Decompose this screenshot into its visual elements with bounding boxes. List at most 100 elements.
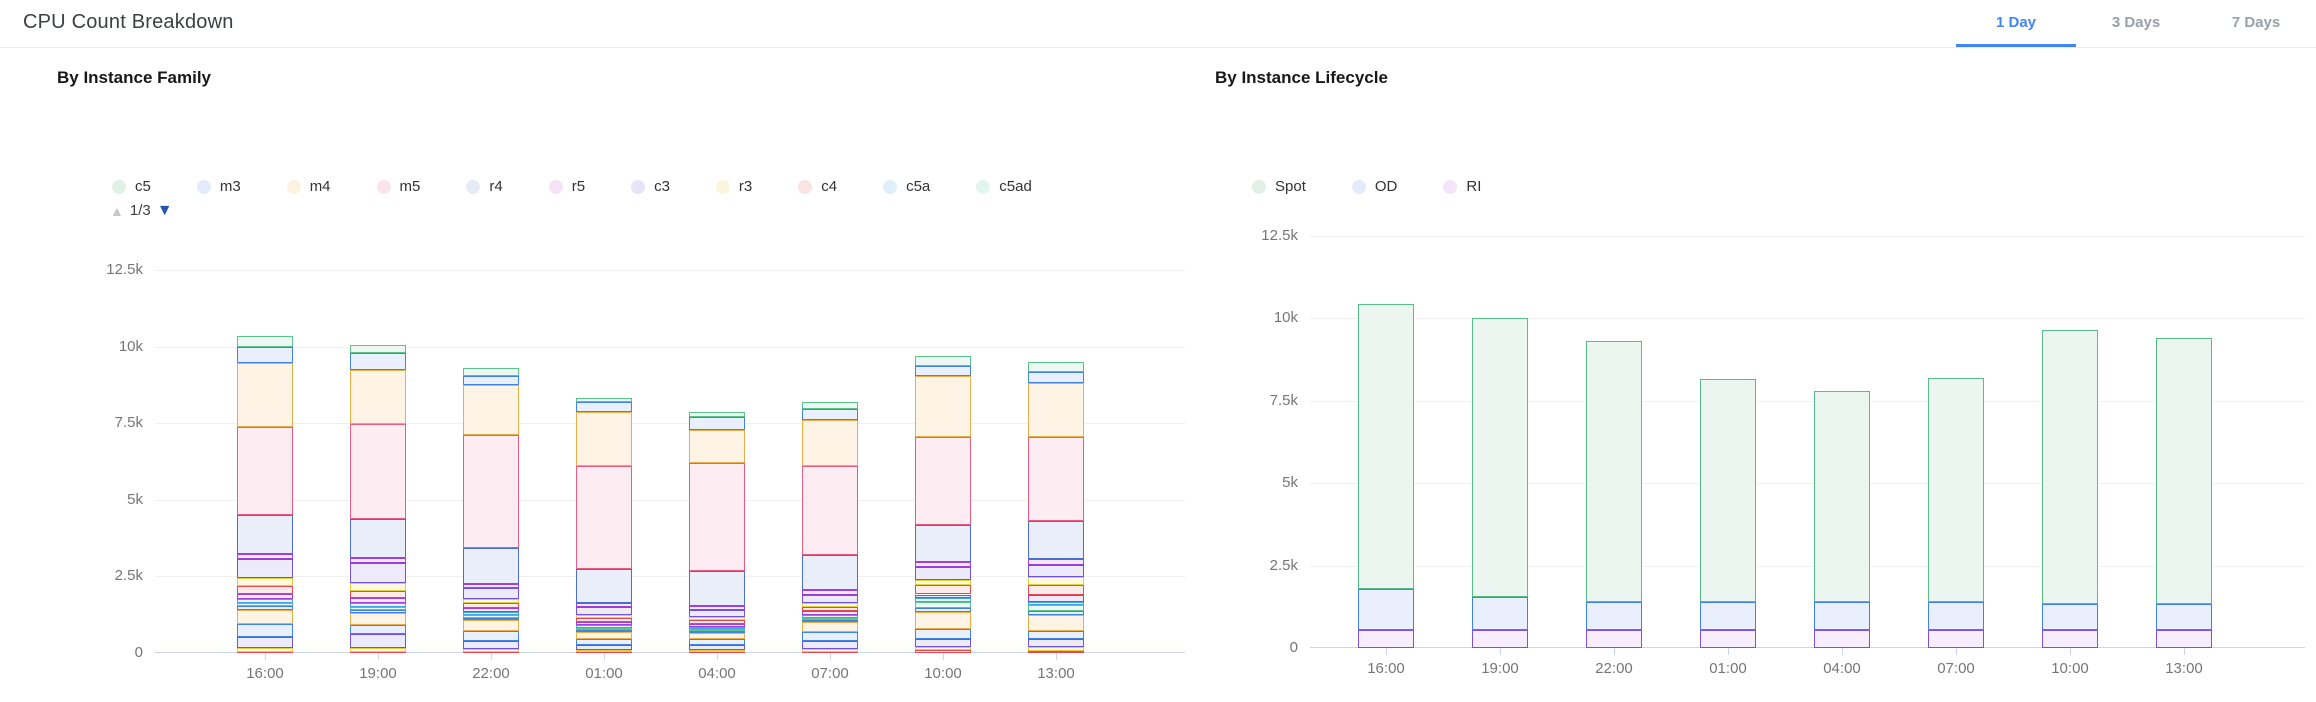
bar[interactable]: [1472, 318, 1528, 648]
bar-segment[interactable]: [350, 598, 406, 604]
bar-segment[interactable]: [689, 626, 745, 630]
bar-segment[interactable]: [237, 578, 293, 586]
bar-segment[interactable]: [1028, 646, 1084, 651]
bar-segment[interactable]: [2042, 603, 2098, 630]
bar-segment[interactable]: [689, 463, 745, 571]
bar-segment[interactable]: [1028, 595, 1084, 602]
bar-segment[interactable]: [2042, 629, 2098, 648]
bar-segment[interactable]: [576, 569, 632, 603]
bar-segment[interactable]: [237, 648, 293, 652]
bar-segment[interactable]: [802, 615, 858, 618]
bar-segment[interactable]: [915, 594, 971, 599]
bar-segment[interactable]: [2042, 329, 2098, 604]
bar[interactable]: [915, 355, 971, 653]
bar-segment[interactable]: [350, 633, 406, 649]
bar[interactable]: [463, 368, 519, 653]
bar-segment[interactable]: [237, 603, 293, 607]
bar-segment[interactable]: [689, 645, 745, 650]
legend-item-spot[interactable]: Spot: [1252, 178, 1306, 195]
bar[interactable]: [237, 335, 293, 653]
bar-segment[interactable]: [802, 611, 858, 616]
bar-segment[interactable]: [802, 607, 858, 612]
bar-segment[interactable]: [576, 618, 632, 623]
bar-segment[interactable]: [350, 370, 406, 425]
legend-item-m3[interactable]: m3: [196, 178, 241, 195]
bar-segment[interactable]: [689, 617, 745, 621]
bar[interactable]: [689, 412, 745, 653]
bar[interactable]: [2042, 329, 2098, 648]
bar-segment[interactable]: [1472, 629, 1528, 648]
bar-segment[interactable]: [463, 641, 519, 650]
bar[interactable]: [350, 345, 406, 653]
bar-segment[interactable]: [1358, 303, 1414, 589]
bar-segment[interactable]: [576, 412, 632, 466]
legend-item-m5[interactable]: m5: [376, 178, 420, 195]
bar-segment[interactable]: [2156, 603, 2212, 630]
bar-segment[interactable]: [802, 603, 858, 608]
bar-segment[interactable]: [802, 594, 858, 604]
bar-segment[interactable]: [1028, 383, 1084, 437]
bar-segment[interactable]: [802, 617, 858, 621]
tab-3-days[interactable]: 3 Days: [2111, 14, 2161, 31]
bar-segment[interactable]: [350, 624, 406, 634]
bar-segment[interactable]: [2156, 629, 2212, 648]
bar-segment[interactable]: [463, 584, 519, 589]
bar-segment[interactable]: [1028, 601, 1084, 605]
bar-segment[interactable]: [915, 580, 971, 586]
bar-segment[interactable]: [915, 611, 971, 629]
legend-item-od[interactable]: OD: [1351, 178, 1397, 195]
bar-segment[interactable]: [915, 585, 971, 595]
legend-item-c5ad[interactable]: c5ad: [976, 178, 1032, 195]
bar-segment[interactable]: [237, 599, 293, 604]
bar-segment[interactable]: [237, 363, 293, 427]
bar-segment[interactable]: [802, 641, 858, 650]
bar[interactable]: [1928, 377, 1984, 648]
bar-segment[interactable]: [915, 646, 971, 650]
bar-segment[interactable]: [802, 622, 858, 633]
bar[interactable]: [1028, 362, 1084, 653]
bar-segment[interactable]: [1700, 601, 1756, 630]
bar-segment[interactable]: [915, 628, 971, 639]
bar-segment[interactable]: [802, 420, 858, 467]
bar-segment[interactable]: [350, 558, 406, 563]
bar-segment[interactable]: [1586, 601, 1642, 630]
bar-segment[interactable]: [237, 623, 293, 638]
bar-segment[interactable]: [576, 649, 632, 653]
legend-item-r5[interactable]: r5: [548, 178, 585, 195]
bar-segment[interactable]: [689, 620, 745, 624]
bar-segment[interactable]: [237, 606, 293, 610]
bar-segment[interactable]: [576, 644, 632, 650]
bar-segment[interactable]: [463, 588, 519, 600]
bar-segment[interactable]: [576, 622, 632, 626]
bar-segment[interactable]: [350, 590, 406, 599]
bar-segment[interactable]: [1358, 588, 1414, 630]
bar-segment[interactable]: [1928, 377, 1984, 602]
bar-segment[interactable]: [689, 649, 745, 653]
bar-segment[interactable]: [915, 561, 971, 567]
bar-segment[interactable]: [237, 514, 293, 555]
bar[interactable]: [1586, 341, 1642, 648]
bar-segment[interactable]: [1028, 585, 1084, 596]
bar[interactable]: [2156, 338, 2212, 648]
bar-segment[interactable]: [802, 408, 858, 421]
bar-segment[interactable]: [1028, 437, 1084, 522]
bar-segment[interactable]: [915, 376, 971, 437]
bar-segment[interactable]: [689, 412, 745, 417]
bar-segment[interactable]: [1472, 318, 1528, 597]
bar-segment[interactable]: [1028, 604, 1084, 611]
bar-segment[interactable]: [237, 585, 293, 595]
legend-item-c4[interactable]: c4: [798, 178, 837, 195]
bar-segment[interactable]: [350, 353, 406, 371]
bar-segment[interactable]: [689, 416, 745, 430]
bar-segment[interactable]: [350, 345, 406, 354]
bar-segment[interactable]: [463, 368, 519, 377]
bar-segment[interactable]: [915, 525, 971, 562]
bar-segment[interactable]: [350, 603, 406, 608]
bar[interactable]: [1700, 379, 1756, 648]
bar-segment[interactable]: [802, 620, 858, 623]
bar-segment[interactable]: [463, 608, 519, 613]
bar-segment[interactable]: [689, 639, 745, 646]
bar-segment[interactable]: [463, 599, 519, 604]
legend-item-c5[interactable]: c5: [112, 178, 151, 195]
bar-segment[interactable]: [463, 384, 519, 436]
